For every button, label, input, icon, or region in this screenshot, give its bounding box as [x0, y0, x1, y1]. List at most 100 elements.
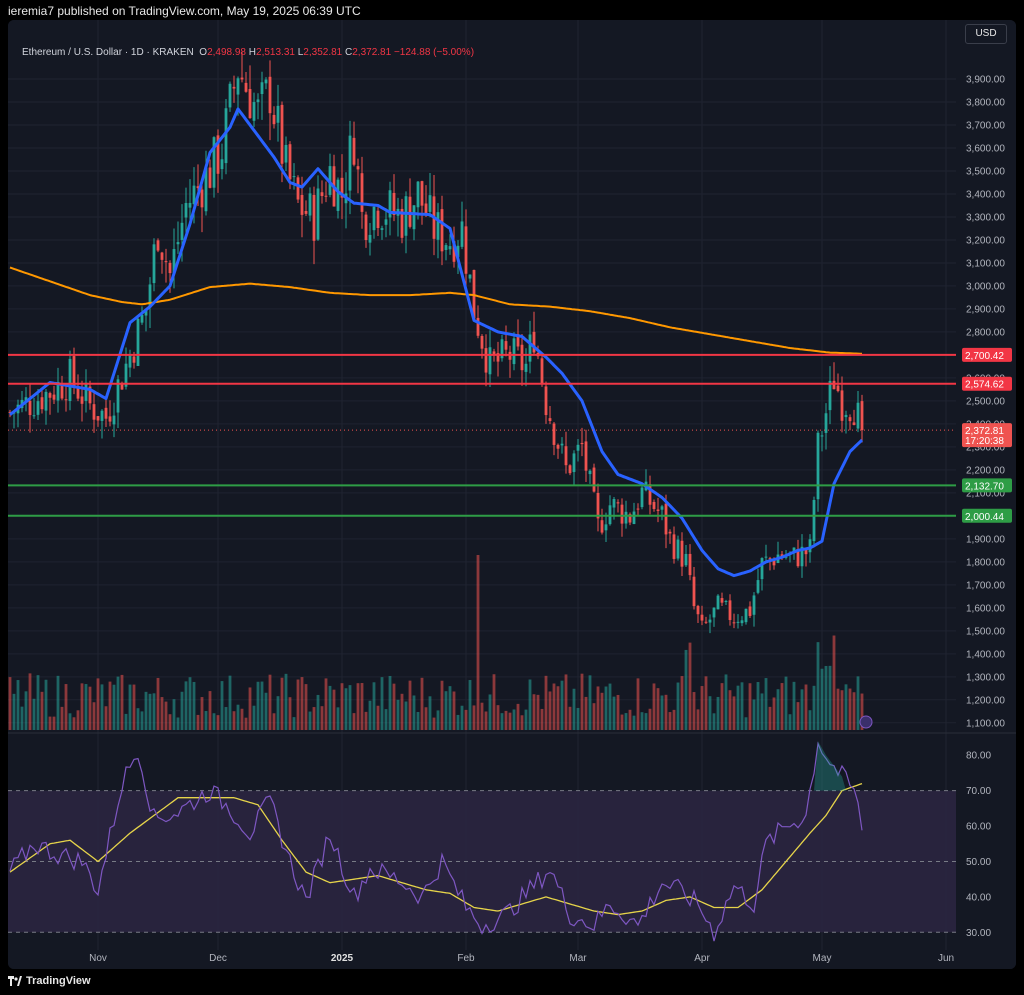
candle-body — [132, 356, 136, 363]
price-axis-tick: 3,300.00 — [966, 212, 1005, 223]
volume-bar — [572, 688, 576, 730]
candle-body — [588, 470, 592, 475]
volume-bar — [248, 687, 252, 730]
candle-body — [252, 102, 256, 121]
volume-bar — [604, 686, 608, 730]
volume-bar — [348, 685, 352, 730]
candle-body — [304, 211, 308, 214]
support-price-label: 2,000.44 — [965, 512, 1004, 523]
volume-bar — [420, 677, 424, 730]
candle-body — [420, 181, 424, 206]
candle-body — [816, 432, 820, 500]
candle-body — [288, 144, 292, 180]
volume-bar — [704, 676, 708, 730]
volume-bar — [576, 707, 580, 730]
volume-bar — [204, 711, 208, 730]
price-chart[interactable]: 1,100.00 1,200.00 1,300.00 1,400.00 1,500.00… — [8, 20, 1016, 969]
volume-bar — [392, 683, 396, 730]
currency-button[interactable]: USD — [965, 24, 1007, 44]
volume-bar — [732, 696, 736, 730]
price-axis-tick: 2,500.00 — [966, 396, 1005, 407]
candle-body — [156, 240, 160, 251]
volume-bar — [284, 673, 288, 730]
volume-bar — [700, 686, 704, 730]
volume-bar — [428, 696, 432, 730]
candle-body — [308, 193, 312, 216]
volume-bar — [636, 678, 640, 730]
volume-bar — [824, 665, 828, 730]
volume-bar — [540, 708, 544, 730]
time-axis-tick: Apr — [694, 953, 710, 964]
candle-body — [392, 192, 396, 215]
candle-body — [244, 82, 248, 92]
volume-bar — [780, 683, 784, 730]
candle-body — [280, 104, 284, 164]
candle-body — [384, 219, 388, 225]
volume-bar — [760, 693, 764, 730]
volume-bar — [472, 705, 476, 730]
volume-bar — [852, 692, 856, 730]
candle-body — [784, 556, 788, 558]
candle-body — [548, 418, 552, 421]
volume-bar — [460, 705, 464, 730]
volume-bar — [532, 694, 536, 730]
volume-bar — [672, 709, 676, 730]
price-axis-tick: 1,200.00 — [966, 695, 1005, 706]
volume-bar — [352, 713, 356, 730]
candle-body — [480, 336, 484, 349]
candle-body — [276, 105, 280, 123]
volume-bar — [344, 688, 348, 730]
volume-bar — [444, 691, 448, 730]
candle-body — [256, 99, 260, 103]
tradingview-brand[interactable]: TradingView — [8, 975, 91, 987]
volume-bar — [552, 683, 556, 730]
candle-body — [660, 506, 664, 510]
candle-body — [524, 363, 528, 372]
lightning-icon — [859, 715, 873, 729]
candle-body — [824, 413, 828, 433]
volume-bar — [740, 682, 744, 730]
rsi-overbought-fill — [814, 741, 846, 791]
volume-bar — [840, 690, 844, 730]
candle-body — [144, 309, 148, 316]
volume-bar — [364, 711, 368, 730]
volume-bar — [616, 694, 620, 730]
volume-bar — [156, 677, 160, 730]
volume-bar — [712, 713, 716, 730]
candle-body — [164, 261, 168, 263]
volume-bar — [648, 708, 652, 730]
volume-bar — [300, 677, 304, 730]
volume-bar — [200, 697, 204, 730]
candle-body — [324, 195, 328, 197]
candle-body — [40, 397, 44, 410]
volume-bar — [268, 674, 272, 730]
volume-bar — [500, 713, 504, 730]
resistance-price-label: 2,574.62 — [965, 380, 1004, 391]
volume-bar — [40, 691, 44, 730]
volume-bar — [376, 705, 380, 730]
volume-bar — [16, 680, 20, 730]
candle-body — [136, 318, 140, 366]
candle-body — [564, 446, 568, 466]
volume-bar — [816, 642, 820, 730]
candle-body — [448, 246, 452, 250]
candle-body — [752, 595, 756, 615]
volume-bar — [784, 676, 788, 730]
volume-bar — [432, 717, 436, 730]
volume-bar — [596, 686, 600, 730]
volume-bar — [724, 674, 728, 730]
candle-body — [540, 358, 544, 384]
change-value: −124.88 (−5.00%) — [393, 47, 475, 58]
volume-bar — [8, 677, 12, 730]
resistance-price-tag — [962, 347, 1012, 362]
volume-bar — [228, 675, 232, 730]
rsi-axis-tick: 70.00 — [966, 786, 991, 797]
candle-body — [60, 384, 64, 399]
candle-body — [64, 399, 68, 401]
volume-bar — [400, 693, 404, 730]
candle-body — [772, 559, 776, 566]
candle-body — [72, 356, 76, 386]
time-axis-tick: 2025 — [331, 953, 354, 964]
candle-body — [840, 390, 844, 421]
candle-body — [68, 358, 72, 401]
